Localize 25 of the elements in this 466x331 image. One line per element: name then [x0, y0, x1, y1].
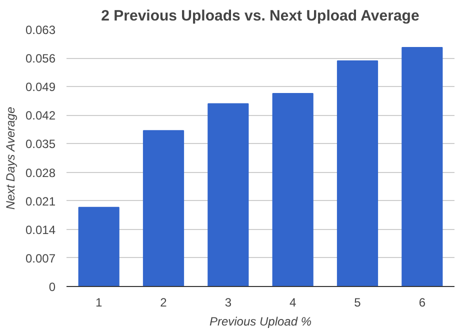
y-tick-label: 0.014 [25, 222, 56, 237]
bar [336, 60, 378, 286]
x-tick-label: 6 [418, 296, 426, 310]
y-tick-label: 0.049 [25, 80, 56, 94]
y-tick-label: 0.021 [25, 194, 56, 208]
y-tick-label: 0.028 [25, 166, 56, 180]
bar [208, 103, 249, 286]
x-tick-label: 2 [160, 296, 168, 310]
bar [402, 46, 443, 286]
y-axis-title: Next Days Average [3, 106, 18, 210]
y-tick-label: 0.063 [25, 23, 56, 37]
y-tick-label: 0.035 [25, 137, 56, 152]
x-tick-label: 4 [289, 296, 296, 310]
y-tick-label: 0.007 [25, 251, 56, 266]
bar [272, 93, 314, 286]
chart-title: 2 Previous Uploads vs. Next Upload Average [101, 8, 420, 24]
x-tick-label: 3 [224, 296, 232, 310]
y-tick-label: 0.042 [25, 108, 56, 123]
bar [142, 130, 184, 286]
x-tick-label: 1 [95, 296, 102, 310]
y-tick-label: 0.056 [25, 52, 56, 66]
x-axis-title: Previous Upload % [209, 314, 312, 328]
x-tick-label: 5 [354, 296, 362, 310]
y-tick-label: 0 [48, 280, 56, 294]
bar [78, 206, 120, 286]
